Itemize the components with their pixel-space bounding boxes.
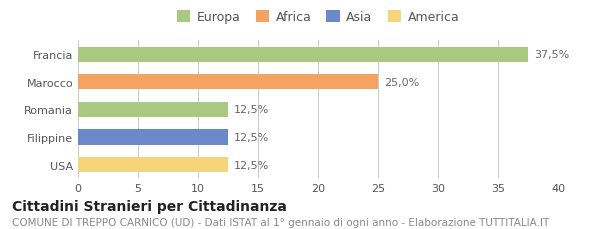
Text: COMUNE DI TREPPO CARNICO (UD) - Dati ISTAT al 1° gennaio di ogni anno - Elaboraz: COMUNE DI TREPPO CARNICO (UD) - Dati IST… [12,218,549,227]
Text: 12,5%: 12,5% [234,105,269,115]
Legend: Europa, Africa, Asia, America: Europa, Africa, Asia, America [176,11,460,24]
Bar [78,157,228,172]
Bar [78,130,228,145]
Bar [78,102,228,117]
Text: Cittadini Stranieri per Cittadinanza: Cittadini Stranieri per Cittadinanza [12,199,287,213]
Text: 25,0%: 25,0% [384,77,419,87]
Text: 12,5%: 12,5% [234,132,269,142]
Text: 12,5%: 12,5% [234,160,269,170]
Text: 37,5%: 37,5% [534,50,569,60]
Bar [78,47,528,63]
Bar [78,75,378,90]
